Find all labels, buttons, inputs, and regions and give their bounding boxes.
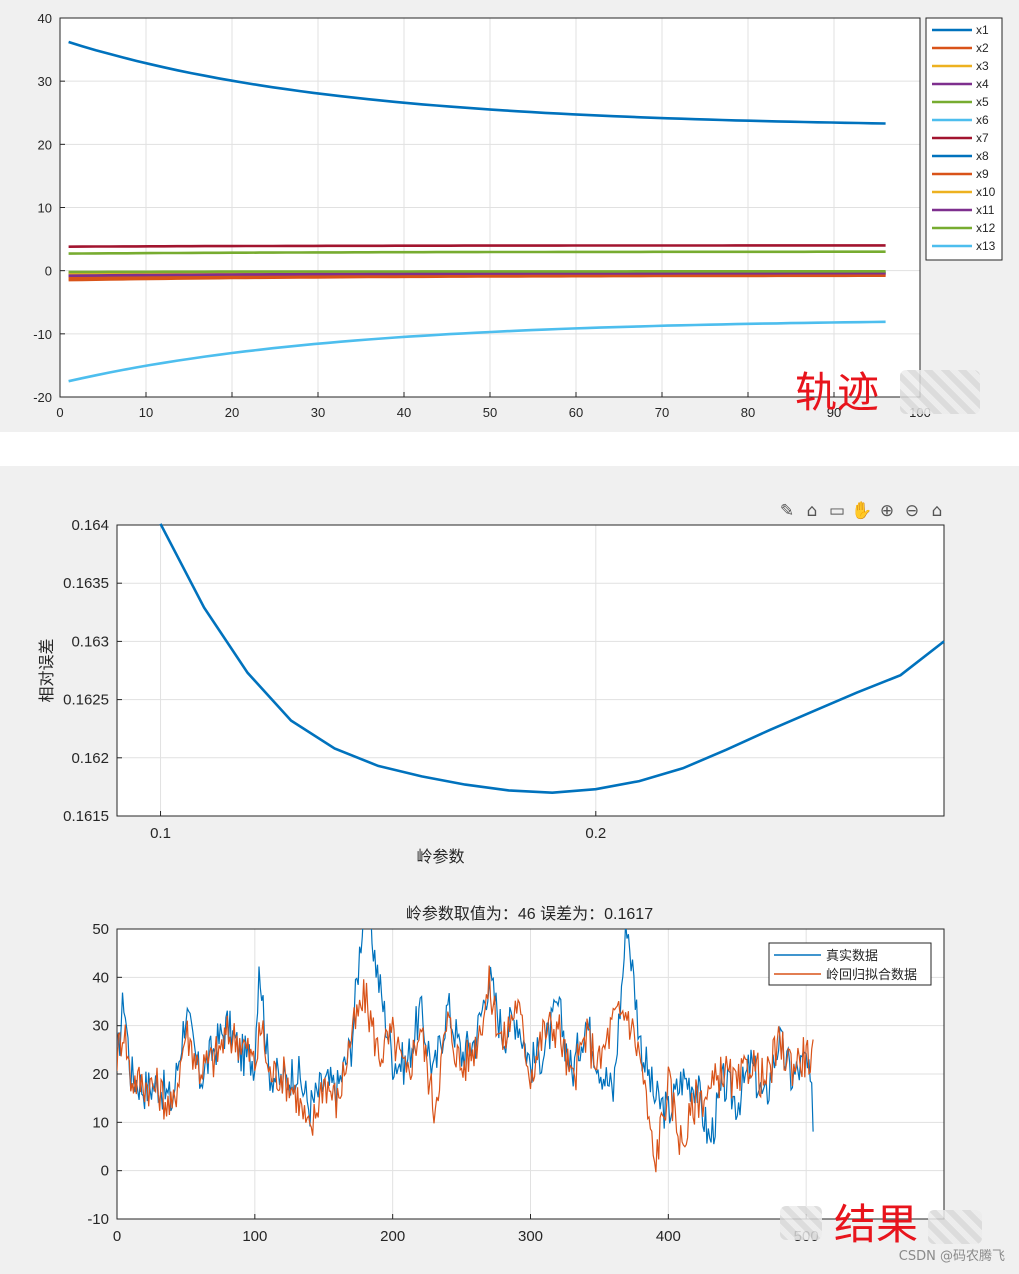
x-axis-label: 岭参数 [416,848,464,866]
legend-entry: x8 [976,149,989,163]
x-tick-label: 0 [113,1228,121,1245]
legend-entry: x6 [976,113,989,127]
y-tick-label: -20 [33,390,52,405]
legend-entry: x3 [976,59,989,73]
legend-entry: 岭回归拟合数据 [826,967,917,982]
y-tick-label: 20 [92,1066,109,1083]
blurred-mark-left [780,1206,822,1240]
legend-entry: x4 [976,77,989,91]
x-tick-label: 60 [569,405,583,420]
figure-toolbar: ✎ ⌂ ▭ ✋ ⊕ ⊖ ⌂ [776,500,948,522]
y-tick-label: 0.163 [71,633,109,650]
x-tick-label: 400 [656,1228,681,1245]
legend-entry: 真实数据 [826,948,878,963]
legend-entry: x11 [976,203,995,217]
x-tick-label: 50 [483,405,497,420]
plot-area [117,525,944,816]
x-tick-label: 20 [225,405,239,420]
series-line-x11 [68,271,886,277]
axes-box [59,17,921,398]
series-line-x12 [68,270,886,274]
y-tick-label: 50 [92,921,109,938]
result-panel: 0.1 0.2 0.1615 0.162 0.1625 0.163 0.1635 0.164 岭… [0,466,1019,1274]
legend-entry: x9 [976,167,989,181]
y-tick-label: 0 [101,1163,109,1180]
y-tick-label: 30 [92,1018,109,1035]
y-tick-label: 0.162 [71,750,109,767]
pan-icon[interactable]: ✋ [851,501,873,521]
trajectory-panel: 0102030405060708090100-20-10010203040x1x… [0,0,1019,432]
trajectory-chart: 0102030405060708090100-20-10010203040x1x… [33,11,1003,420]
blurred-mark-right [928,1210,982,1244]
result-charts: 0.1 0.2 0.1615 0.162 0.1625 0.163 0.1635 0.164 岭… [38,517,945,1245]
legend-entry: x13 [976,239,996,253]
y-tick-label: -10 [33,327,52,342]
brush-icon[interactable]: ⌂ [806,501,818,521]
y-tick-label: 40 [92,969,109,986]
legend-entry: x5 [976,95,989,109]
home-icon[interactable]: ⌂ [931,501,943,521]
y-tick-label: 0.164 [71,517,109,534]
x-tick-label: 100 [242,1228,267,1245]
series-line-x5 [68,250,886,255]
y-tick-label: 20 [38,137,52,152]
x-tick-label: 200 [380,1228,405,1245]
series-line-x9 [68,273,886,280]
zoom-out-icon[interactable]: ⊖ [904,501,920,521]
x-tick-label: 80 [741,405,755,420]
csdn-watermark: CSDN @码农腾飞 [898,1249,1005,1264]
series-line-x7 [68,244,886,248]
y-tick-label: 10 [38,201,52,216]
legend-entry: x12 [976,221,996,235]
x-tick-label: 90 [827,405,841,420]
zoom-in-icon[interactable]: ⊕ [879,501,895,521]
x-tick-label: 0.1 [150,825,171,842]
legend-entry: x10 [976,185,996,199]
x-tick-label: 70 [655,405,669,420]
x-tick-label: 0 [56,405,63,420]
legend-entry: x2 [976,41,989,55]
y-tick-label: 40 [38,11,52,26]
x-tick-label: 300 [518,1228,543,1245]
axes-box [116,928,945,1220]
legend-entry: x7 [976,131,989,145]
series-line-x13 [68,320,886,383]
chart-title: 岭参数取值为：46 误差为：0.1617 [406,905,653,923]
datatip-icon[interactable]: ▭ [828,501,846,521]
fit-series-1 [117,965,814,1173]
y-tick-label: 30 [38,74,52,89]
legend-entry: x1 [976,23,989,37]
x-tick-label: 40 [397,405,411,420]
result-label: 结果 [834,1200,919,1249]
panel-gap [0,432,1019,466]
y-tick-label: 10 [92,1114,109,1131]
edit-icon[interactable]: ✎ [779,501,795,521]
y-tick-label: 0 [45,264,52,279]
y-tick-label: 0.1635 [63,575,109,592]
y-tick-label: -10 [87,1211,109,1228]
trajectory-label: 轨迹 [795,368,880,417]
x-tick-label: 0.2 [585,825,606,842]
axes-box [116,524,945,817]
blurred-watermark [900,370,980,414]
y-tick-label: 0.1625 [63,692,109,709]
x-tick-label: 30 [311,405,325,420]
x-tick-label: 10 [139,405,153,420]
y-axis-label: 相对误差 [38,638,56,702]
legend-box [768,942,932,986]
error-curve [159,523,945,795]
series-line-x1 [68,40,886,125]
y-tick-label: 0.1615 [63,808,109,825]
